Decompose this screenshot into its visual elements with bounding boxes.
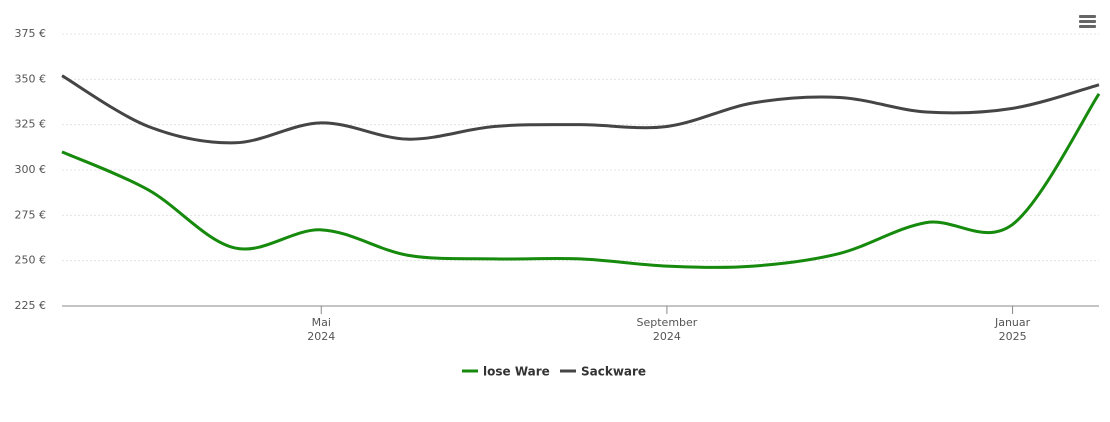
x-tick-label: 2024 xyxy=(653,330,681,343)
y-tick-label: 350 € xyxy=(15,72,47,85)
y-tick-label: 250 € xyxy=(15,254,47,267)
y-tick-label: 325 € xyxy=(15,118,47,131)
legend-label[interactable]: Sackware xyxy=(581,365,646,379)
menu-icon[interactable] xyxy=(1079,15,1096,28)
x-tick-label: 2024 xyxy=(307,330,335,343)
x-tick-label: Mai xyxy=(312,316,331,329)
x-tick-label: September xyxy=(637,316,698,329)
legend-label[interactable]: lose Ware xyxy=(483,365,550,379)
y-tick-label: 275 € xyxy=(15,208,47,221)
y-tick-label: 375 € xyxy=(15,27,47,40)
series-line xyxy=(61,93,1101,269)
y-tick-label: 300 € xyxy=(15,163,47,176)
y-tick-label: 225 € xyxy=(15,299,47,312)
x-tick-label: 2025 xyxy=(999,330,1027,343)
x-tick-label: Januar xyxy=(994,316,1031,329)
series-line xyxy=(61,74,1100,145)
